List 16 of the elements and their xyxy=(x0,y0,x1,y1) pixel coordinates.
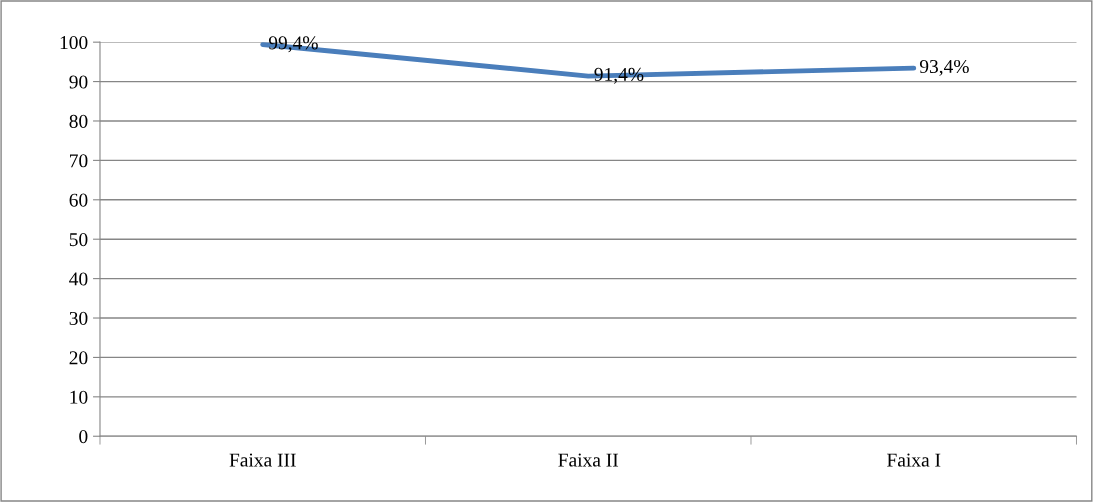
y-tick-label: 90 xyxy=(69,75,88,89)
y-tick-label: 0 xyxy=(79,430,88,444)
y-tick-label: 70 xyxy=(70,154,88,168)
y-tick-label: 50 xyxy=(69,233,88,247)
y-tick-label: 20 xyxy=(69,351,88,365)
x-tick-label: Faixa II xyxy=(558,453,619,467)
y-tick-label: 40 xyxy=(69,272,88,286)
data-label: 93,4% xyxy=(919,59,969,76)
y-tick-label: 10 xyxy=(70,390,88,404)
y-tick-label: 100 xyxy=(60,35,88,50)
y-tick-label: 80 xyxy=(69,114,88,128)
data-label: 91,4% xyxy=(594,67,644,84)
x-tick-label: Faixa I xyxy=(887,453,941,467)
x-tick-label: Faixa III xyxy=(229,453,296,467)
y-tick-label: 30 xyxy=(69,311,88,325)
y-tick-label: 60 xyxy=(69,193,88,207)
